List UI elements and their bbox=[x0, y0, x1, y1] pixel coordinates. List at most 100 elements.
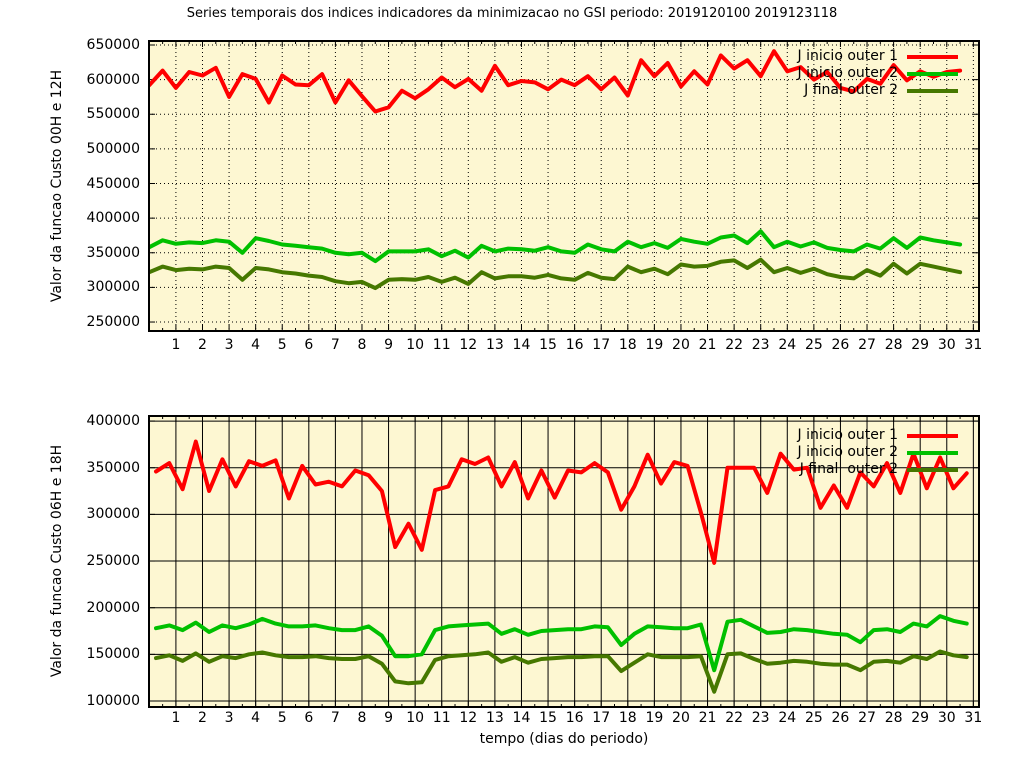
x-tick-label: 3 bbox=[224, 337, 234, 353]
x-tick-label: 11 bbox=[432, 710, 451, 726]
x-tick-label: 2 bbox=[198, 710, 207, 726]
y-tick-label: 250000 bbox=[86, 314, 140, 331]
y-tick-label: 300000 bbox=[86, 506, 140, 523]
legend-line-swatch bbox=[907, 467, 958, 472]
x-tick-label: 27 bbox=[858, 337, 876, 353]
series-line-1 bbox=[148, 229, 963, 264]
legend-line-swatch bbox=[907, 71, 958, 76]
legend-line-swatch bbox=[907, 54, 958, 59]
y-tick-label: 300000 bbox=[86, 279, 140, 296]
x-tick-label: 23 bbox=[751, 710, 770, 726]
y-tick-label: 600000 bbox=[86, 71, 140, 88]
x-tick-label: 4 bbox=[251, 337, 261, 353]
y-tick-label: 650000 bbox=[86, 36, 140, 53]
x-tick-label: 16 bbox=[565, 337, 584, 353]
legend-line-swatch bbox=[907, 450, 958, 455]
x-tick-label: 21 bbox=[698, 337, 717, 353]
x-tick-label: 13 bbox=[485, 337, 504, 353]
x-tick-label: 31 bbox=[964, 337, 983, 353]
x-tick-label: 28 bbox=[884, 710, 903, 726]
x-tick-label: 2 bbox=[198, 337, 207, 353]
x-tick-label: 25 bbox=[804, 710, 823, 726]
y-tick-label: 250000 bbox=[86, 553, 140, 570]
x-tick-label: 15 bbox=[539, 710, 557, 726]
y-tick-label: 200000 bbox=[86, 599, 140, 616]
y-tick-label: 400000 bbox=[86, 210, 140, 227]
x-tick-label: 31 bbox=[964, 710, 983, 726]
x-tick-label: 17 bbox=[592, 710, 611, 726]
x-tick-label: 15 bbox=[539, 337, 557, 353]
series-line-0 bbox=[148, 49, 963, 114]
x-tick-label: 28 bbox=[884, 337, 903, 353]
x-tick-label: 20 bbox=[672, 710, 690, 726]
x-tick-label: 29 bbox=[911, 337, 930, 353]
y-tick-label: 400000 bbox=[86, 413, 140, 430]
legend-label: J final outer 2 bbox=[799, 461, 898, 477]
x-tick-label: 29 bbox=[911, 710, 930, 726]
x-tick-label: 10 bbox=[406, 710, 425, 726]
x-tick-label: 30 bbox=[937, 337, 956, 353]
x-tick-label: 18 bbox=[618, 337, 637, 353]
series-line-2 bbox=[154, 649, 969, 694]
bottom-y-axis-title: Valor da funcao Custo 06H e 18H bbox=[49, 444, 65, 678]
x-tick-label: 5 bbox=[277, 337, 287, 353]
x-tick-label: 5 bbox=[277, 710, 287, 726]
legend-entry-0: J inicio outer 1 bbox=[797, 48, 958, 65]
legend-line-swatch bbox=[907, 433, 958, 438]
x-tick-label: 19 bbox=[645, 710, 664, 726]
x-tick-label: 9 bbox=[384, 710, 393, 726]
y-tick-label: 450000 bbox=[86, 175, 140, 192]
x-tick-label: 8 bbox=[357, 710, 367, 726]
x-tick-label: 21 bbox=[698, 710, 717, 726]
bottom-plot-svg bbox=[148, 415, 980, 708]
x-tick-label: 22 bbox=[725, 337, 744, 353]
x-tick-label: 14 bbox=[512, 337, 531, 353]
x-tick-label: 7 bbox=[330, 710, 340, 726]
x-tick-label: 16 bbox=[565, 710, 584, 726]
x-tick-label: 20 bbox=[672, 337, 690, 353]
x-tick-label: 14 bbox=[512, 710, 531, 726]
x-tick-label: 26 bbox=[831, 337, 850, 353]
y-tick-label: 350000 bbox=[86, 244, 140, 261]
x-tick-label: 23 bbox=[751, 337, 770, 353]
top-y-axis-title: Valor da funcao Custo 00H e 12H bbox=[49, 69, 65, 303]
legend-label: J inicio outer 1 bbox=[797, 48, 899, 64]
x-axis-title: tempo (dias do periodo) bbox=[479, 731, 649, 747]
x-tick-label: 3 bbox=[224, 710, 234, 726]
series-line-1 bbox=[154, 614, 969, 673]
x-tick-label: 6 bbox=[304, 710, 314, 726]
x-tick-label: 1 bbox=[171, 710, 181, 726]
x-tick-label: 18 bbox=[618, 710, 637, 726]
x-tick-label: 24 bbox=[778, 337, 797, 353]
legend-entry-1: J inicio outer 2 bbox=[797, 444, 958, 461]
y-tick-label: 150000 bbox=[86, 646, 140, 663]
legend-entry-1: J inicio outer 2 bbox=[798, 65, 958, 82]
x-tick-label: 12 bbox=[459, 337, 478, 353]
x-tick-label: 6 bbox=[304, 337, 314, 353]
x-tick-label: 26 bbox=[831, 710, 850, 726]
legend-label: J final outer 2 bbox=[804, 82, 898, 98]
y-tick-label: 350000 bbox=[86, 459, 140, 476]
legend-label: J inicio outer 2 bbox=[797, 444, 899, 460]
x-tick-label: 4 bbox=[251, 710, 261, 726]
x-tick-label: 1 bbox=[171, 337, 181, 353]
series-line-2 bbox=[148, 257, 963, 291]
legend-entry-0: J inicio outer 1 bbox=[797, 427, 958, 444]
x-tick-label: 11 bbox=[432, 337, 451, 353]
series-line-0 bbox=[154, 439, 969, 565]
x-tick-label: 24 bbox=[778, 710, 797, 726]
chart-title: Series temporais dos indices indicadores… bbox=[186, 6, 838, 21]
x-tick-label: 17 bbox=[592, 337, 611, 353]
x-tick-label: 13 bbox=[485, 710, 504, 726]
x-tick-label: 9 bbox=[384, 337, 393, 353]
x-tick-label: 22 bbox=[725, 710, 744, 726]
x-tick-label: 30 bbox=[937, 710, 956, 726]
legend-line-swatch bbox=[907, 88, 958, 93]
x-tick-label: 10 bbox=[406, 337, 425, 353]
x-tick-label: 19 bbox=[645, 337, 664, 353]
legend-label: J inicio outer 1 bbox=[797, 427, 899, 443]
x-tick-label: 27 bbox=[858, 710, 876, 726]
